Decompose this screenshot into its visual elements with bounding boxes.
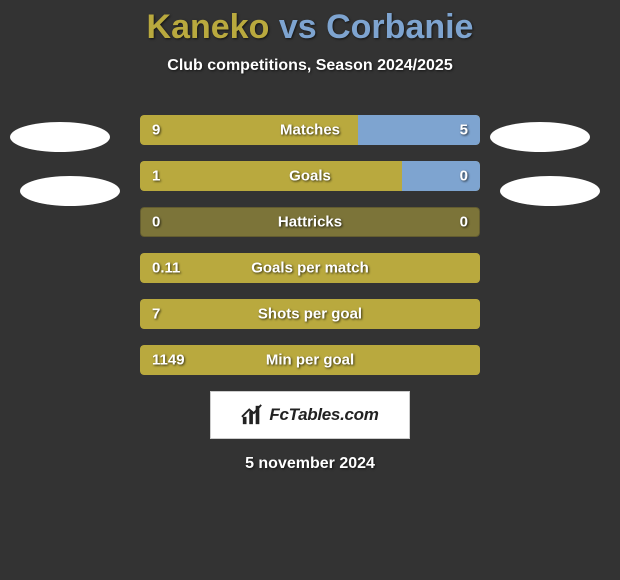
stat-bar-value-left: 0 [152, 214, 160, 231]
vs-separator: vs [279, 8, 317, 46]
stat-bar-row: Goals 1 0 [140, 161, 480, 191]
player1-badge-top [10, 122, 110, 152]
footer-date: 5 november 2024 [0, 455, 620, 473]
chart-icon [241, 404, 263, 426]
stat-bar-right-fill [402, 161, 480, 191]
stat-bar-row: Shots per goal 7 [140, 299, 480, 329]
stat-bar-value-left: 0.11 [152, 260, 180, 277]
stat-bar-row: Goals per match 0.11 [140, 253, 480, 283]
stats-bar-chart: Matches 9 5 Goals 1 0 Hattricks 0 0 Goals per mat… [140, 115, 480, 375]
stat-bar-value-right: 0 [460, 214, 468, 231]
player2-badge-top [490, 122, 590, 152]
stat-bar-value-right: 0 [460, 168, 468, 185]
stat-bar-row: Matches 9 5 [140, 115, 480, 145]
logo-text: FcTables.com [269, 405, 378, 425]
stat-bar-label: Matches [280, 122, 340, 139]
fctables-logo[interactable]: FcTables.com [210, 391, 410, 439]
stat-bar-row: Min per goal 1149 [140, 345, 480, 375]
stat-bar-left-fill [140, 161, 402, 191]
stat-bar-label: Min per goal [266, 352, 354, 369]
stat-bar-value-left: 9 [152, 122, 160, 139]
player1-badge-bottom [20, 176, 120, 206]
stat-bar-label: Goals [289, 168, 331, 185]
stat-bar-value-left: 1 [152, 168, 160, 185]
stat-bar-row: Hattricks 0 0 [140, 207, 480, 237]
stat-bar-value-left: 1149 [152, 352, 185, 369]
subtitle: Club competitions, Season 2024/2025 [0, 57, 620, 75]
player2-name: Corbanie [326, 8, 473, 46]
stat-bar-value-right: 5 [460, 122, 468, 139]
stat-bar-label: Goals per match [251, 260, 369, 277]
player2-badge-bottom [500, 176, 600, 206]
stat-bar-label: Shots per goal [258, 306, 362, 323]
stat-bar-label: Hattricks [278, 214, 342, 231]
stat-bar-value-left: 7 [152, 306, 160, 323]
player1-name: Kaneko [147, 8, 270, 46]
comparison-title: Kaneko vs Corbanie [0, 0, 620, 47]
